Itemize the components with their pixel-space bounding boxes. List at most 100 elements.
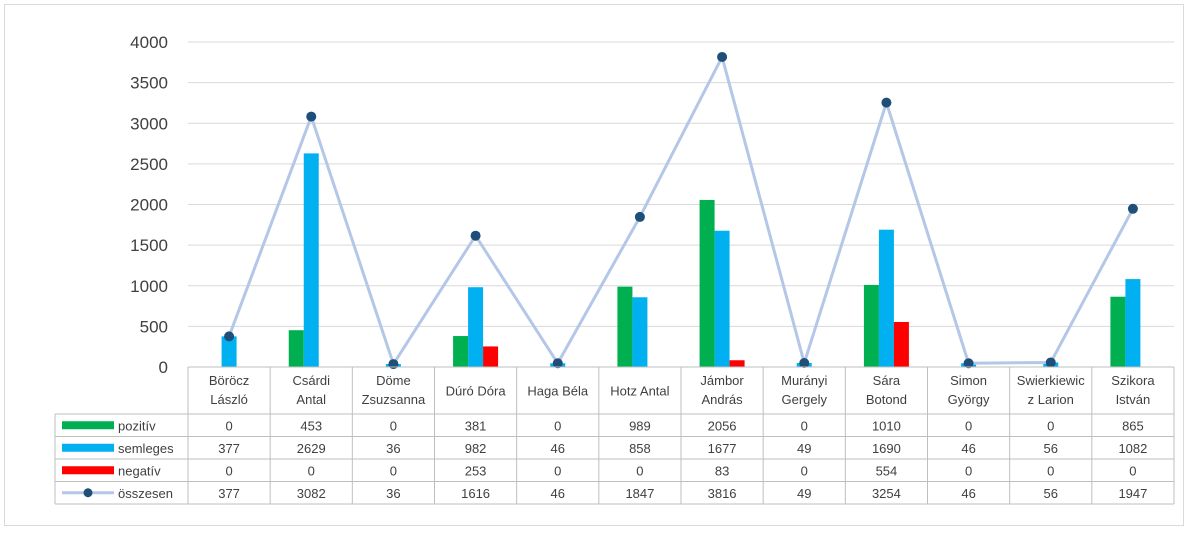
point-összesen (552, 358, 563, 369)
category-label: Dúró Dóra (446, 384, 507, 399)
bar-negatív (483, 346, 499, 367)
bar-semleges (878, 229, 894, 367)
category-label: Döme (376, 373, 411, 388)
y-tick-label: 2500 (130, 155, 168, 174)
table-value: 0 (225, 418, 232, 433)
table-value: 253 (465, 463, 487, 478)
y-tick-label: 1000 (130, 277, 168, 296)
table-value: 56 (1044, 441, 1058, 456)
table-value: 989 (629, 418, 651, 433)
category-label: Antal (296, 392, 326, 407)
bar-semleges (632, 297, 648, 367)
legend-key-semleges (62, 443, 114, 452)
bar-semleges (303, 153, 319, 367)
category-label: Hotz Antal (610, 384, 669, 399)
bar-pozitív (699, 199, 715, 367)
table-value: 377 (218, 486, 240, 501)
category-label: György (948, 392, 990, 407)
table-value: 46 (551, 486, 565, 501)
point-összesen (470, 230, 481, 241)
category-label: Szikora (1111, 373, 1155, 388)
table-value: 858 (629, 441, 651, 456)
table-value: 46 (961, 441, 975, 456)
table-value: 381 (465, 418, 487, 433)
legend-label: negatív (118, 463, 161, 478)
bar-semleges (221, 336, 237, 367)
bar-semleges (1125, 279, 1141, 367)
category-label: Murányi (781, 373, 827, 388)
table-value: 0 (965, 463, 972, 478)
line-összesen (227, 55, 1135, 366)
category-label: Gergely (781, 392, 827, 407)
point-összesen (881, 97, 892, 108)
table-value: 0 (801, 418, 808, 433)
point-összesen (388, 359, 399, 370)
y-tick-label: 4000 (130, 33, 168, 52)
y-tick-label: 1500 (130, 236, 168, 255)
y-tick-label: 0 (159, 358, 168, 377)
table-value: 36 (386, 441, 400, 456)
category-label: Böröcz (209, 373, 249, 388)
table-value: 3254 (872, 486, 901, 501)
table-value: 1677 (708, 441, 737, 456)
table-value: 0 (390, 463, 397, 478)
table-value: 453 (300, 418, 322, 433)
table-value: 0 (1047, 463, 1054, 478)
point-összesen (799, 358, 810, 369)
category-label: Csárdi (292, 373, 330, 388)
table-value: 377 (218, 441, 240, 456)
category-label: Sára (873, 373, 901, 388)
table-value: 46 (551, 441, 565, 456)
table-value: 0 (801, 463, 808, 478)
category-label: z Larion (1028, 392, 1074, 407)
table-value: 865 (1122, 418, 1144, 433)
point-összesen (963, 358, 974, 369)
y-tick-label: 500 (140, 317, 168, 336)
table-value: 83 (715, 463, 729, 478)
table-value: 1847 (625, 486, 654, 501)
point-összesen (224, 331, 235, 342)
table-value: 46 (961, 486, 975, 501)
legend-key-marker (83, 488, 93, 498)
bar-pozitív (1110, 296, 1126, 367)
table-value: 0 (390, 418, 397, 433)
category-label: László (210, 392, 248, 407)
bar-semleges (714, 230, 730, 367)
point-összesen (1045, 357, 1056, 368)
category-label: Jámbor (700, 373, 744, 388)
table-value: 0 (225, 463, 232, 478)
legend-label: összesen (118, 486, 173, 501)
category-label: Swierkiewic (1017, 373, 1085, 388)
table-value: 0 (965, 418, 972, 433)
category-label: Simon (950, 373, 987, 388)
table-value: 982 (465, 441, 487, 456)
bar-pozitív (617, 286, 633, 367)
bar-negatív (729, 360, 745, 367)
legend-key-pozitív (62, 421, 114, 430)
table-value: 2056 (708, 418, 737, 433)
point-összesen (1127, 203, 1138, 214)
bar-semleges (468, 287, 484, 367)
chart-frame (4, 4, 1184, 526)
table-value: 49 (797, 441, 811, 456)
bar-pozitív (453, 336, 469, 367)
table-value: 1947 (1118, 486, 1147, 501)
bar-pozitív (288, 330, 304, 367)
table-value: 0 (554, 463, 561, 478)
table-value: 0 (1047, 418, 1054, 433)
table-value: 56 (1044, 486, 1058, 501)
table-value: 0 (554, 418, 561, 433)
legend-key-negatív (62, 466, 114, 475)
category-label: Zsuzsanna (362, 392, 426, 407)
point-összesen (634, 211, 645, 222)
point-összesen (306, 111, 317, 122)
legend-label: semleges (118, 441, 174, 456)
table-value: 49 (797, 486, 811, 501)
legend-label: pozitív (118, 418, 156, 433)
table-value: 0 (308, 463, 315, 478)
category-label: István (1116, 392, 1151, 407)
table-value: 1010 (872, 418, 901, 433)
table-value: 3816 (708, 486, 737, 501)
category-label: András (701, 392, 743, 407)
